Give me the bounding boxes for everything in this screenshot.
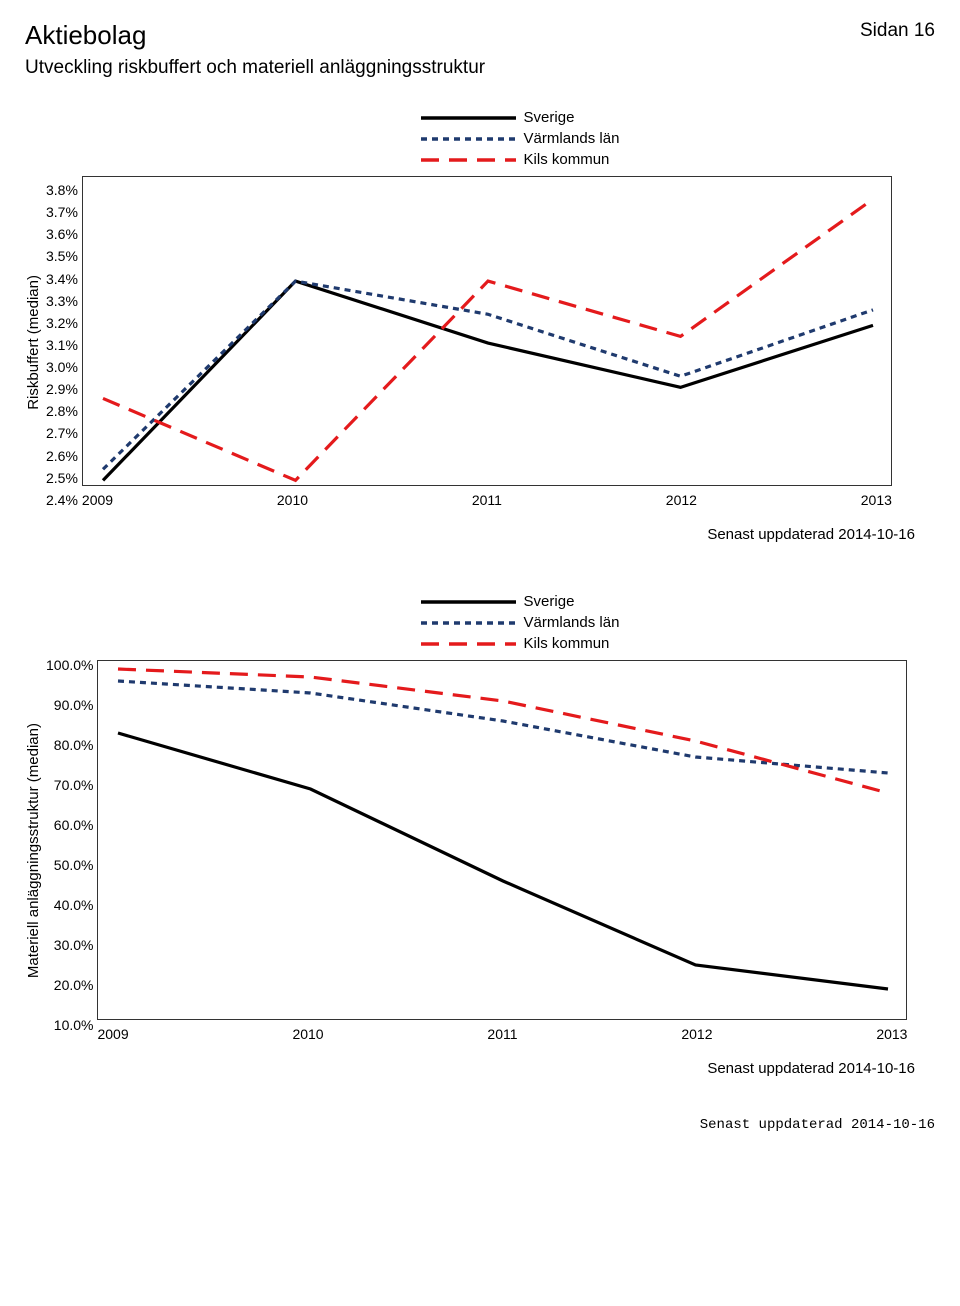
y-tick-label: 3.8% bbox=[46, 183, 78, 205]
y-tick-label: 3.0% bbox=[46, 360, 78, 382]
legend-label: Kils kommun bbox=[524, 151, 610, 168]
y-tick-label: 2.8% bbox=[46, 404, 78, 426]
legend-swatch bbox=[421, 153, 516, 167]
x-tick-label: 2010 bbox=[292, 1026, 323, 1042]
y-tick-label: 50.0% bbox=[46, 858, 93, 898]
y-tick-label: 80.0% bbox=[46, 738, 93, 778]
series-line bbox=[103, 281, 873, 480]
legend-label: Värmlands län bbox=[524, 614, 620, 631]
y-tick-label: 30.0% bbox=[46, 938, 93, 978]
legend-label: Sverige bbox=[524, 109, 575, 126]
series-line bbox=[103, 281, 873, 469]
main-title: Aktiebolag bbox=[25, 20, 485, 51]
chart2-y-label: Materiell anläggningsstruktur (median) bbox=[25, 723, 42, 978]
y-tick-label: 3.4% bbox=[46, 272, 78, 294]
x-tick-label: 2009 bbox=[97, 1026, 128, 1042]
y-tick-label: 3.5% bbox=[46, 249, 78, 271]
y-tick-label: 3.1% bbox=[46, 338, 78, 360]
y-tick-label: 70.0% bbox=[46, 778, 93, 818]
page-number: Sidan 16 bbox=[860, 20, 935, 42]
y-tick-label: 60.0% bbox=[46, 818, 93, 858]
chart1-y-label: Riskbuffert (median) bbox=[25, 275, 42, 410]
chart1-legend: Sverige Värmlands län Kils kommun bbox=[341, 109, 620, 168]
chart1-x-ticks: 2009 2010 2011 2012 2013 bbox=[82, 492, 892, 508]
legend-item: Sverige bbox=[421, 593, 620, 610]
chart2-legend: Sverige Värmlands län Kils kommun bbox=[341, 593, 620, 652]
legend-swatch bbox=[421, 616, 516, 630]
y-tick-label: 20.0% bbox=[46, 978, 93, 1018]
chart2-plot bbox=[97, 660, 907, 1020]
y-tick-label: 2.6% bbox=[46, 449, 78, 471]
footer-note: Senast uppdaterad 2014-10-16 bbox=[25, 1117, 935, 1133]
chart2-update-note: Senast uppdaterad 2014-10-16 bbox=[25, 1060, 915, 1077]
x-tick-label: 2013 bbox=[861, 492, 892, 508]
sub-title: Utveckling riskbuffert och materiell anl… bbox=[25, 57, 485, 79]
legend-item: Sverige bbox=[421, 109, 620, 126]
legend-swatch bbox=[421, 111, 516, 125]
series-line bbox=[118, 681, 888, 773]
chart2-y-ticks: 100.0%90.0%80.0%70.0%60.0%50.0%40.0%30.0… bbox=[46, 671, 93, 1031]
legend-item: Kils kommun bbox=[421, 151, 620, 168]
x-tick-label: 2009 bbox=[82, 492, 113, 508]
legend-swatch bbox=[421, 132, 516, 146]
y-tick-label: 3.6% bbox=[46, 227, 78, 249]
chart2-container: Sverige Värmlands län Kils kommun Materiel… bbox=[25, 593, 935, 1042]
title-block: Aktiebolag Utveckling riskbuffert och ma… bbox=[25, 20, 485, 109]
y-tick-label: 2.9% bbox=[46, 382, 78, 404]
y-tick-label: 90.0% bbox=[46, 698, 93, 738]
chart-svg bbox=[83, 177, 893, 487]
y-tick-label: 100.0% bbox=[46, 658, 93, 698]
series-line bbox=[103, 199, 873, 480]
x-tick-label: 2011 bbox=[487, 1026, 517, 1042]
legend-item: Värmlands län bbox=[421, 130, 620, 147]
legend-label: Kils kommun bbox=[524, 635, 610, 652]
chart1-update-note: Senast uppdaterad 2014-10-16 bbox=[25, 526, 915, 543]
y-tick-label: 3.3% bbox=[46, 294, 78, 316]
chart-svg bbox=[98, 661, 908, 1021]
y-tick-label: 3.7% bbox=[46, 205, 78, 227]
legend-label: Sverige bbox=[524, 593, 575, 610]
legend-item: Kils kommun bbox=[421, 635, 620, 652]
series-line bbox=[118, 733, 888, 989]
x-tick-label: 2010 bbox=[277, 492, 308, 508]
x-tick-label: 2011 bbox=[472, 492, 502, 508]
chart1-y-ticks: 3.8%3.7%3.6%3.5%3.4%3.3%3.2%3.1%3.0%2.9%… bbox=[46, 187, 78, 497]
legend-swatch bbox=[421, 595, 516, 609]
y-tick-label: 2.5% bbox=[46, 471, 78, 493]
chart1-plot bbox=[82, 176, 892, 486]
legend-item: Värmlands län bbox=[421, 614, 620, 631]
page-header: Aktiebolag Utveckling riskbuffert och ma… bbox=[25, 20, 935, 109]
chart2-x-ticks: 2009 2010 2011 2012 2013 bbox=[97, 1026, 907, 1042]
y-tick-label: 2.7% bbox=[46, 426, 78, 448]
legend-swatch bbox=[421, 637, 516, 651]
x-tick-label: 2013 bbox=[876, 1026, 907, 1042]
y-tick-label: 40.0% bbox=[46, 898, 93, 938]
x-tick-label: 2012 bbox=[666, 492, 697, 508]
x-tick-label: 2012 bbox=[681, 1026, 712, 1042]
y-tick-label: 3.2% bbox=[46, 316, 78, 338]
legend-label: Värmlands län bbox=[524, 130, 620, 147]
chart1-container: Sverige Värmlands län Kils kommun Riskbuff… bbox=[25, 109, 935, 508]
